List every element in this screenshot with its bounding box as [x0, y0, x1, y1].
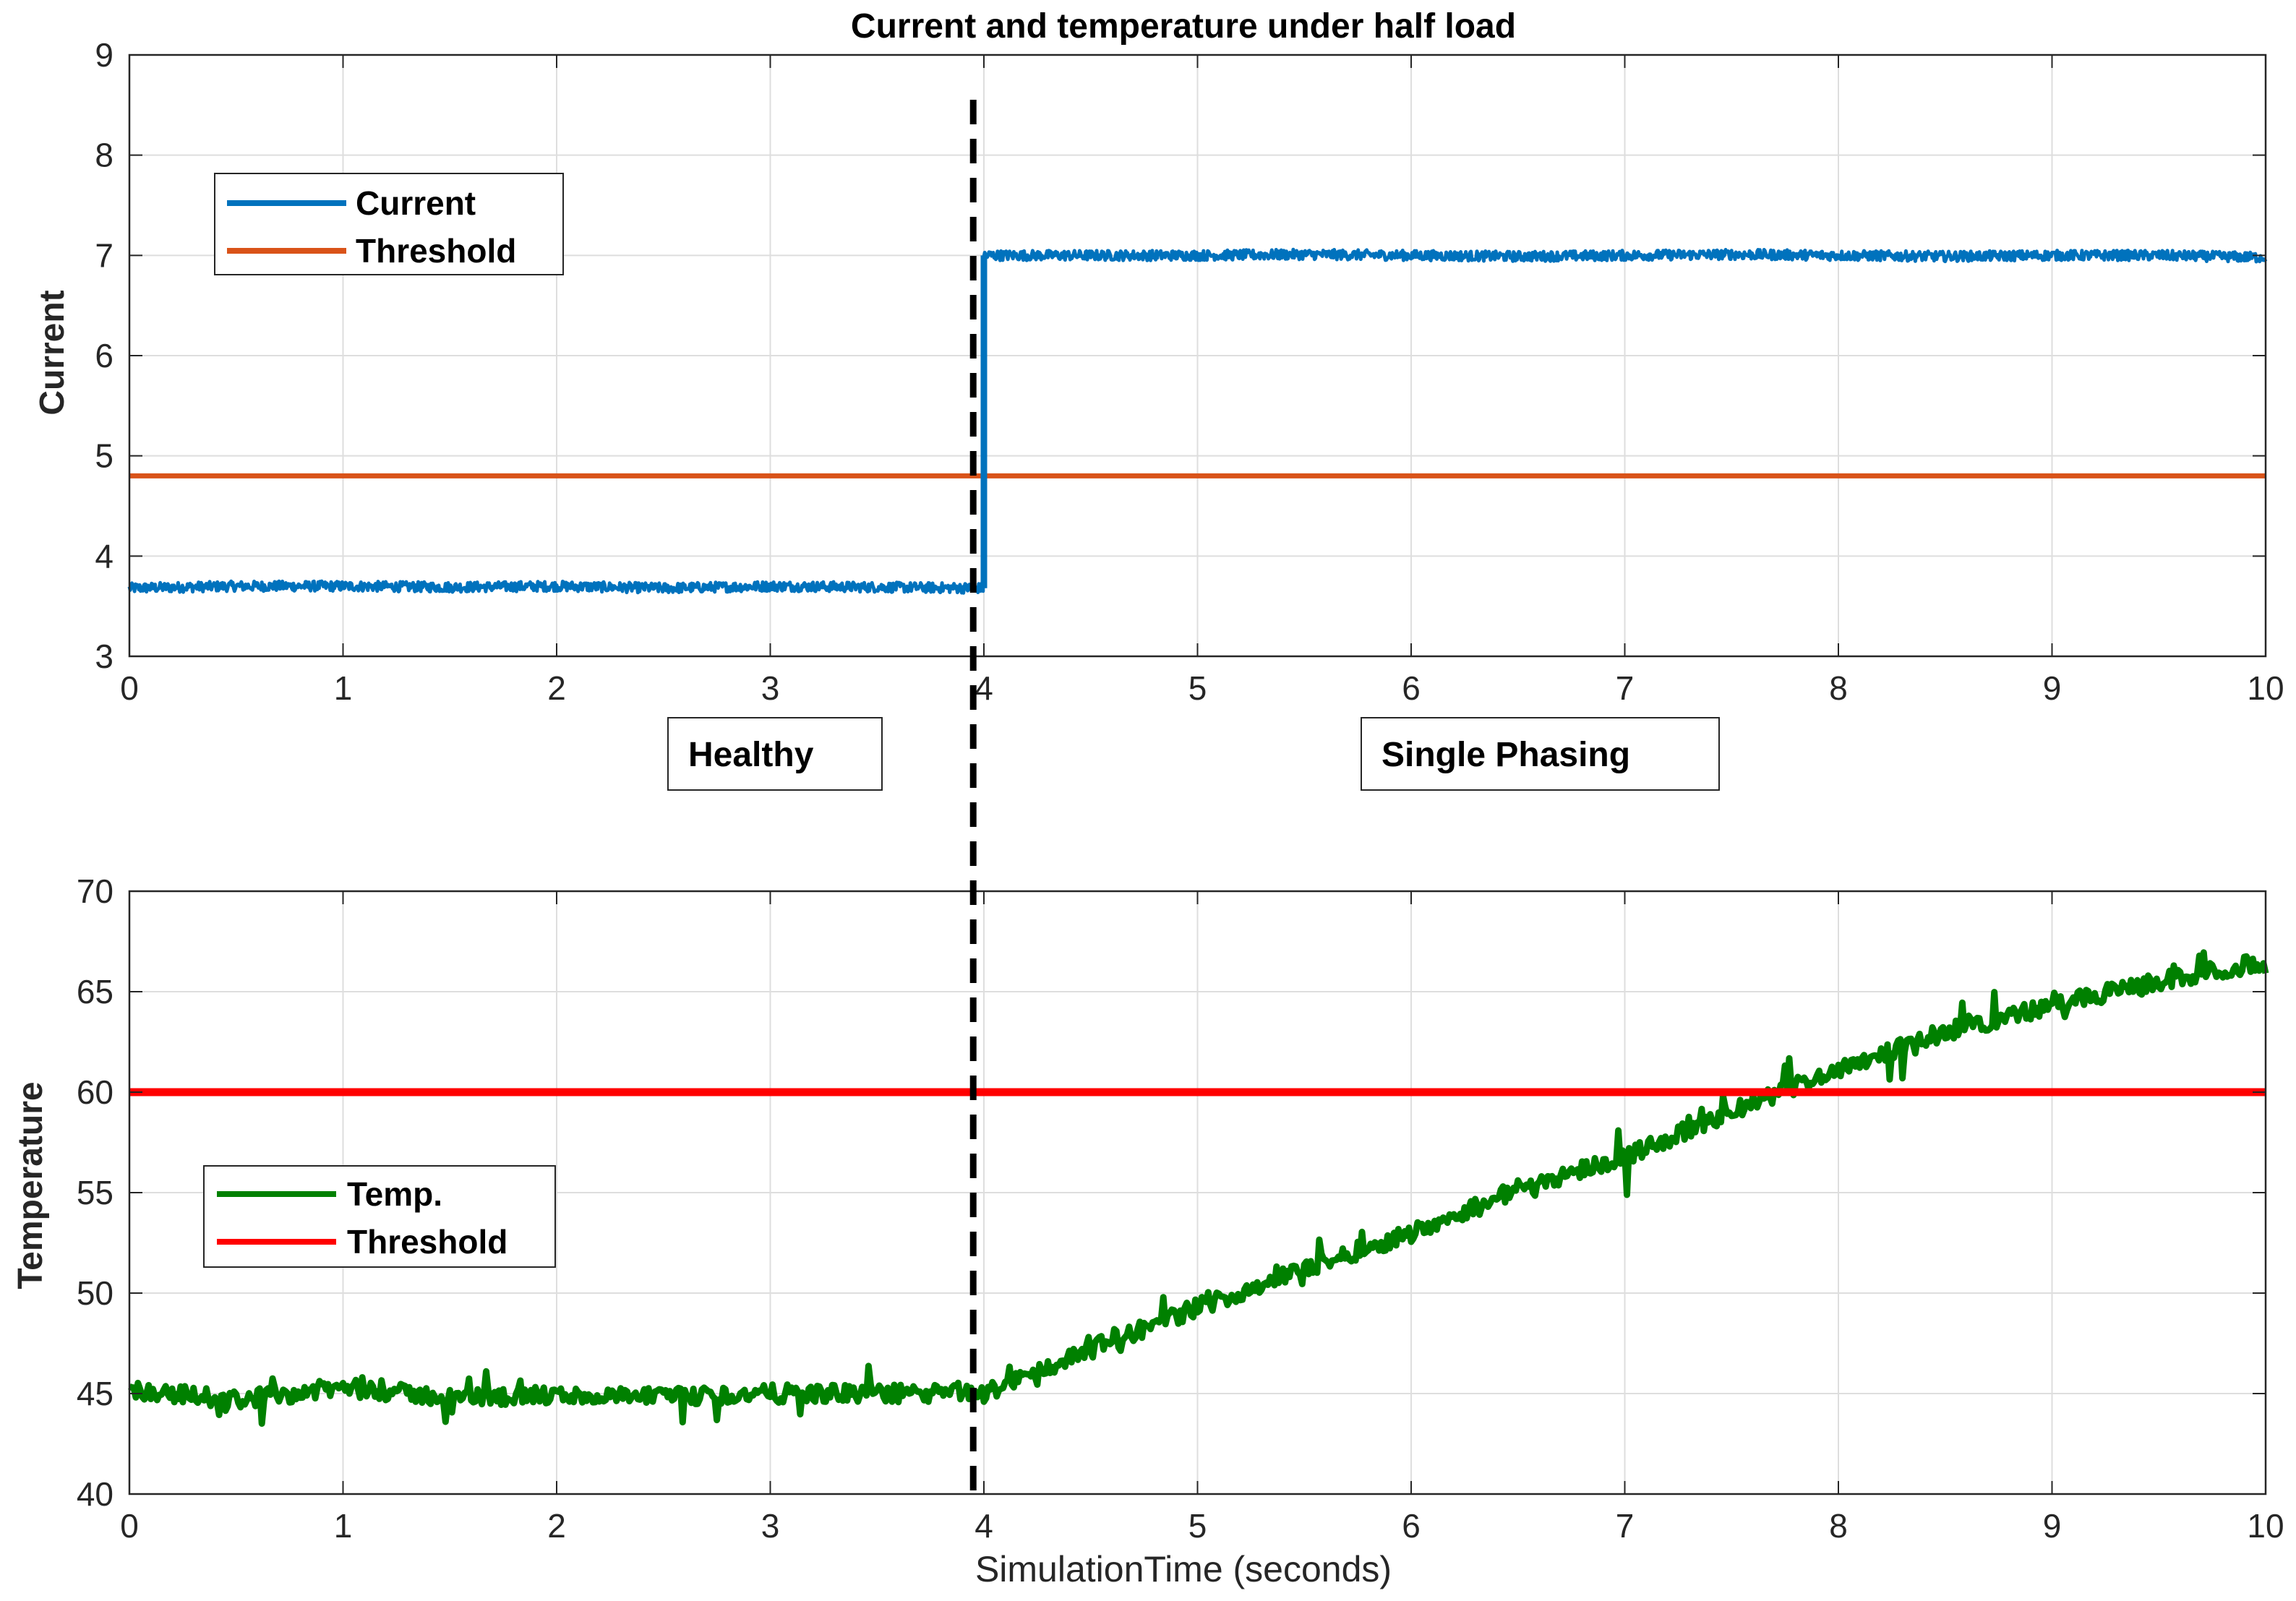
temperature-xtick-label-1: 1 — [334, 1507, 353, 1545]
temperature-ytick-label-4: 60 — [77, 1073, 113, 1111]
current-xtick-label-9: 9 — [2043, 669, 2062, 707]
current-xtick-label-5: 5 — [1188, 669, 1207, 707]
temperature-xtick-label-10: 10 — [2247, 1507, 2284, 1545]
current-panel: 0 1 2 3 4 5 6 7 8 9 10 3 4 5 6 7 8 9 — [95, 36, 2284, 707]
temperature-legend: Temp. Threshold — [203, 1165, 556, 1268]
temperature-ytick-label-2: 50 — [77, 1274, 113, 1312]
current-xtick-label-10: 10 — [2247, 669, 2284, 707]
current-xtick-label-1: 1 — [334, 669, 353, 707]
temperature-xtick-label-7: 7 — [1616, 1507, 1635, 1545]
temperature-series-0-line — [128, 949, 2269, 1427]
temperature-xtick-label-6: 6 — [1402, 1507, 1421, 1545]
temperature-xtick-label-8: 8 — [1829, 1507, 1848, 1545]
x-axis-label: SimulationTime (seconds) — [975, 1549, 1392, 1589]
current-ytick-label-1: 4 — [95, 537, 113, 575]
temperature-xtick-label-3: 3 — [761, 1507, 780, 1545]
temperature-ytick-label-3: 55 — [77, 1174, 113, 1211]
current-xtick-label-8: 8 — [1829, 669, 1848, 707]
legend-label-current: Current — [356, 184, 476, 222]
legend-label-temp: Temp. — [347, 1175, 442, 1213]
current-ytick-label-2: 5 — [95, 437, 113, 475]
current-xtick-label-6: 6 — [1402, 669, 1421, 707]
temperature-xtick-label-2: 2 — [547, 1507, 566, 1545]
current-y-axis-label: Current — [33, 290, 72, 415]
current-legend: Current Threshold — [214, 173, 564, 275]
current-xtick-label-4: 4 — [974, 669, 993, 707]
current-ytick-label-0: 3 — [95, 638, 113, 675]
temperature-xtick-label-5: 5 — [1188, 1507, 1207, 1545]
single-phasing-label: Single Phasing — [1382, 736, 1630, 774]
temperature-xtick-label-9: 9 — [2043, 1507, 2062, 1545]
healthy-label: Healthy — [688, 736, 814, 774]
healthy-annotation: Healthy — [667, 717, 883, 791]
current-xtick-label-0: 0 — [120, 669, 139, 707]
legend-label-current-threshold: Threshold — [356, 232, 516, 270]
temperature-ytick-label-6: 70 — [77, 872, 113, 910]
current-xtick-label-7: 7 — [1616, 669, 1635, 707]
current-ytick-label-5: 8 — [95, 137, 113, 174]
temperature-ytick-label-0: 40 — [77, 1475, 113, 1513]
legend-label-temp-threshold: Threshold — [347, 1223, 507, 1261]
temperature-xtick-label-4: 4 — [974, 1507, 993, 1545]
current-ytick-label-3: 6 — [95, 337, 113, 374]
chart-title: Current and temperature under half load — [851, 7, 1516, 46]
current-xtick-label-3: 3 — [761, 669, 780, 707]
temperature-y-axis-label: Temperature — [12, 1081, 50, 1289]
temperature-ytick-label-5: 65 — [77, 973, 113, 1010]
current-ytick-label-4: 7 — [95, 236, 113, 274]
current-xtick-label-2: 2 — [547, 669, 566, 707]
single-phasing-annotation: Single Phasing — [1361, 717, 1720, 791]
current-ytick-label-6: 9 — [95, 36, 113, 74]
current-series-0-line — [127, 247, 2268, 595]
temperature-ytick-label-1: 45 — [77, 1375, 113, 1412]
temperature-xtick-label-0: 0 — [120, 1507, 139, 1545]
